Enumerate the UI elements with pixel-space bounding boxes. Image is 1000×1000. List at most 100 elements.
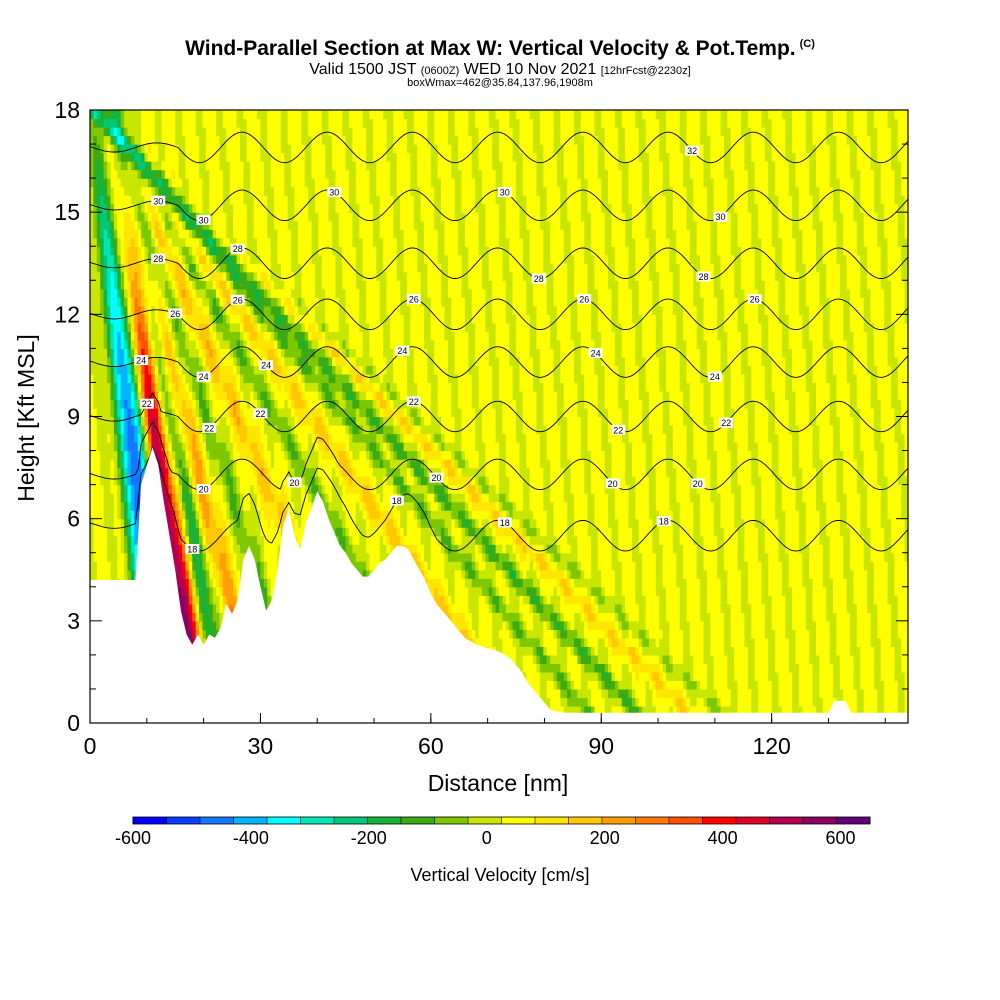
field-cell bbox=[314, 442, 319, 452]
field-cell bbox=[178, 569, 183, 579]
field-cell bbox=[239, 152, 244, 162]
field-cell bbox=[280, 331, 285, 341]
field-cell bbox=[113, 169, 118, 179]
field-cell bbox=[182, 229, 187, 239]
field-cell bbox=[185, 203, 190, 213]
field-cell bbox=[253, 476, 258, 486]
field-cell bbox=[141, 110, 146, 120]
field-cell bbox=[137, 127, 142, 137]
field-cell bbox=[124, 425, 129, 435]
field-cell bbox=[103, 433, 108, 443]
field-cell bbox=[158, 356, 163, 367]
field-cell bbox=[250, 484, 255, 494]
field-cell bbox=[171, 552, 176, 562]
field-cell bbox=[216, 552, 221, 562]
field-cell bbox=[192, 331, 197, 341]
field-cell bbox=[161, 118, 166, 128]
field-cell bbox=[267, 407, 272, 418]
field-cell bbox=[202, 612, 207, 622]
field-cell bbox=[270, 527, 275, 537]
field-cell bbox=[178, 586, 183, 596]
field-cell bbox=[161, 348, 166, 358]
field-cell bbox=[297, 331, 302, 341]
field-cell bbox=[205, 305, 210, 315]
field-cell bbox=[110, 493, 115, 503]
field-cell bbox=[205, 416, 210, 426]
field-cell bbox=[311, 263, 316, 273]
field-cell bbox=[216, 527, 221, 537]
field-cell bbox=[297, 459, 302, 469]
field-cell bbox=[226, 450, 231, 460]
field-cell bbox=[257, 373, 262, 384]
field-cell bbox=[141, 467, 146, 477]
field-cell bbox=[321, 263, 326, 273]
field-cell bbox=[90, 186, 95, 196]
field-cell bbox=[277, 425, 282, 435]
field-cell bbox=[178, 544, 183, 554]
field-cell bbox=[178, 442, 183, 452]
field-cell bbox=[93, 127, 98, 137]
field-cell bbox=[301, 527, 306, 537]
field-cell bbox=[219, 450, 224, 460]
field-cell bbox=[134, 110, 139, 120]
field-cell bbox=[239, 348, 244, 358]
field-cell bbox=[304, 442, 309, 452]
field-cell bbox=[318, 382, 323, 392]
field-cell bbox=[229, 467, 234, 477]
field-cell bbox=[291, 195, 296, 205]
field-cell bbox=[195, 459, 200, 469]
field-cell bbox=[209, 322, 214, 332]
field-cell bbox=[175, 161, 180, 171]
field-cell bbox=[308, 169, 313, 179]
field-cell bbox=[90, 365, 95, 375]
field-cell bbox=[314, 161, 319, 171]
field-cell bbox=[147, 348, 152, 358]
field-cell bbox=[291, 416, 296, 426]
field-cell bbox=[188, 127, 193, 137]
field-cell bbox=[110, 152, 115, 162]
field-cell bbox=[202, 501, 207, 511]
field-cell bbox=[182, 322, 187, 332]
field-cell bbox=[318, 339, 323, 349]
field-cell bbox=[270, 552, 275, 562]
field-cell bbox=[130, 229, 135, 239]
field-cell bbox=[199, 399, 204, 409]
field-cell bbox=[178, 535, 183, 545]
field-cell bbox=[127, 535, 132, 545]
field-cell bbox=[222, 229, 227, 239]
field-cell bbox=[144, 425, 149, 435]
field-cell bbox=[263, 476, 268, 486]
field-cell bbox=[274, 382, 279, 392]
field-cell bbox=[304, 322, 309, 332]
field-cell bbox=[308, 493, 313, 503]
field-cell bbox=[209, 263, 214, 273]
field-cell bbox=[226, 382, 231, 392]
field-cell bbox=[185, 620, 190, 630]
field-cell bbox=[127, 220, 132, 230]
field-cell bbox=[182, 169, 187, 179]
field-cell bbox=[222, 339, 227, 349]
field-cell bbox=[103, 263, 108, 273]
field-cell bbox=[127, 510, 132, 520]
field-cell bbox=[178, 331, 183, 341]
field-cell bbox=[182, 459, 187, 469]
field-cell bbox=[96, 476, 101, 486]
field-cell bbox=[297, 501, 302, 511]
field-cell bbox=[229, 237, 234, 247]
field-cell bbox=[113, 433, 118, 443]
field-cell bbox=[158, 144, 163, 154]
field-cell bbox=[229, 399, 234, 409]
field-cell bbox=[182, 561, 187, 571]
field-cell bbox=[202, 280, 207, 290]
field-cell bbox=[93, 348, 98, 358]
field-cell bbox=[124, 527, 129, 537]
field-cell bbox=[151, 433, 156, 443]
field-cell bbox=[260, 263, 265, 273]
field-cell bbox=[318, 297, 323, 307]
field-cell bbox=[171, 442, 176, 452]
field-cell bbox=[280, 399, 285, 409]
field-cell bbox=[318, 467, 323, 477]
field-cell bbox=[219, 493, 224, 503]
field-cell bbox=[257, 390, 262, 401]
field-cell bbox=[188, 399, 193, 409]
